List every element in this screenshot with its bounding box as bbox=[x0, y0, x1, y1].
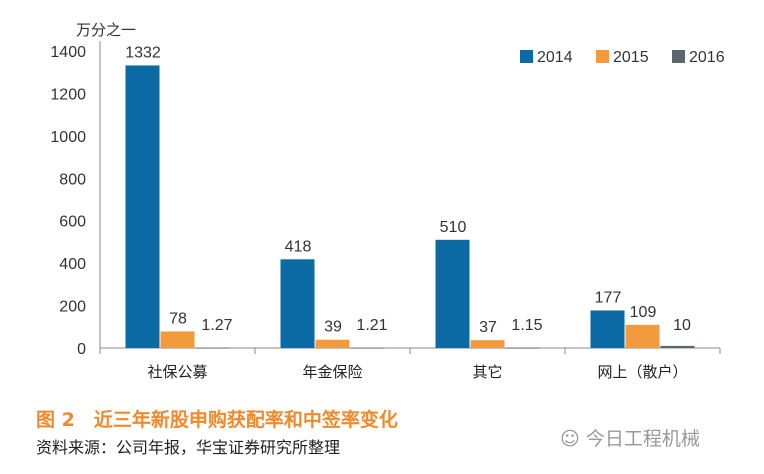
x-tick-label: 社保公募 bbox=[147, 364, 207, 381]
source-note: 资料来源：公司年报，华宝证券研究所整理 bbox=[36, 438, 341, 457]
data-label: 78 bbox=[169, 310, 187, 327]
data-label: 1.21 bbox=[356, 317, 387, 334]
bar-2016 bbox=[350, 347, 385, 349]
x-tick-label: 网上（散户） bbox=[597, 364, 687, 381]
bar-2014 bbox=[435, 239, 470, 348]
bar-2016 bbox=[660, 345, 695, 348]
watermark: ☺ 今日工程机械 bbox=[560, 424, 700, 451]
bar-2014 bbox=[590, 310, 625, 348]
legend-swatch bbox=[596, 50, 609, 63]
bar-2016 bbox=[195, 347, 230, 349]
bar-2014 bbox=[125, 65, 160, 348]
x-tick-label: 其它 bbox=[472, 363, 502, 381]
bar-2016 bbox=[505, 347, 540, 349]
y-tick-label: 1200 bbox=[50, 86, 86, 103]
bar-2015 bbox=[470, 340, 505, 348]
data-label: 10 bbox=[673, 317, 691, 334]
data-label: 177 bbox=[595, 289, 622, 306]
data-label: 37 bbox=[479, 319, 497, 336]
data-label: 510 bbox=[440, 219, 467, 236]
data-label: 1.15 bbox=[511, 317, 542, 334]
bar-2014 bbox=[280, 259, 315, 348]
bar-2015 bbox=[315, 339, 350, 348]
legend-swatch bbox=[672, 50, 685, 63]
y-tick-label: 200 bbox=[59, 299, 86, 316]
y-tick-label: 400 bbox=[59, 256, 86, 273]
figure-caption: 图 2 近三年新股申购获配率和中签率变化 bbox=[36, 409, 398, 431]
data-label: 39 bbox=[324, 319, 342, 336]
bar-2015 bbox=[625, 324, 660, 348]
data-label: 1332 bbox=[125, 44, 161, 61]
wechat-icon: ☺ bbox=[560, 428, 586, 450]
legend-label: 2015 bbox=[613, 49, 649, 66]
legend-swatch bbox=[520, 50, 533, 63]
legend-label: 2014 bbox=[537, 49, 573, 66]
legend-label: 2016 bbox=[689, 49, 725, 66]
data-label: 1.27 bbox=[201, 317, 232, 334]
y-tick-label: 1400 bbox=[50, 44, 86, 61]
y-tick-label: 800 bbox=[59, 171, 86, 188]
watermark-text: 今日工程机械 bbox=[585, 428, 700, 450]
bar-2015 bbox=[160, 331, 195, 348]
y-tick-label: 600 bbox=[59, 214, 86, 231]
unit-label: 万分之一 bbox=[76, 22, 136, 39]
x-tick-label: 年金保险 bbox=[302, 364, 362, 381]
data-label: 109 bbox=[630, 304, 657, 321]
y-tick-label: 1000 bbox=[50, 129, 86, 146]
data-label: 418 bbox=[285, 238, 312, 255]
y-tick-label: 0 bbox=[77, 341, 86, 358]
